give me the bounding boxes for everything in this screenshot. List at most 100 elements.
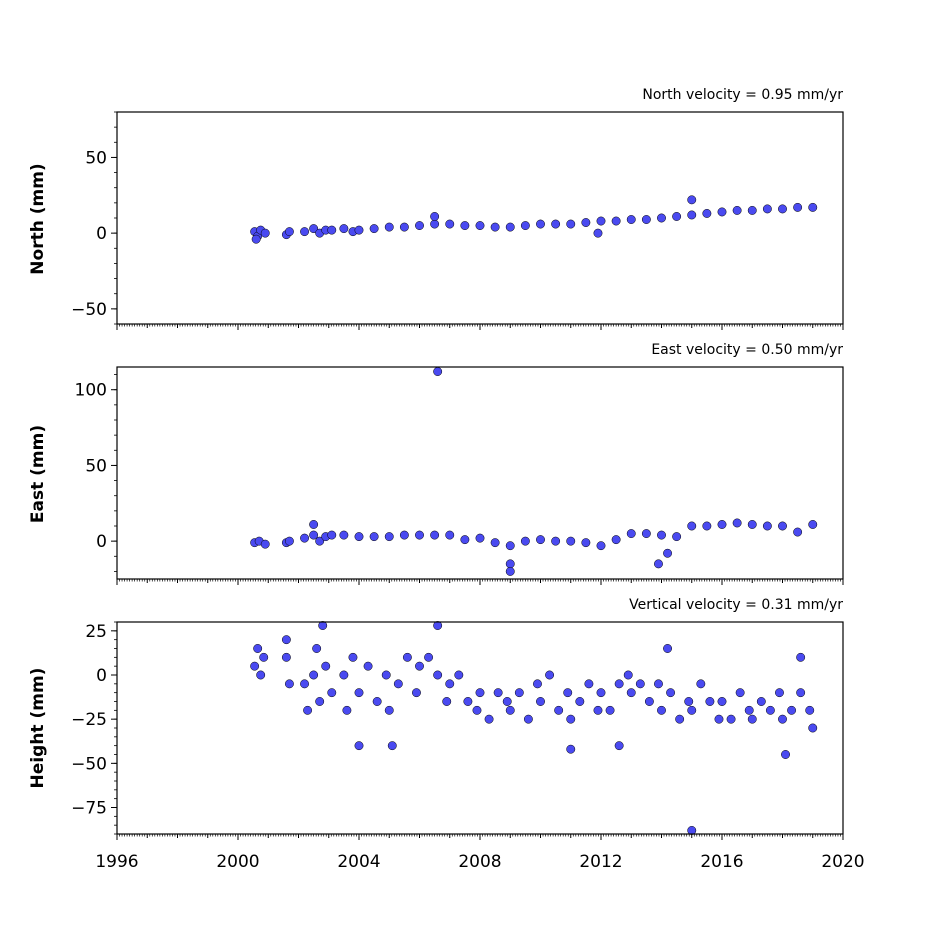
height-panel-title: Vertical velocity = 0.31 mm/yr	[629, 597, 843, 613]
north-data-point	[475, 221, 485, 231]
north-data-point	[611, 216, 621, 226]
height-data-point	[354, 741, 364, 751]
height-data-point	[778, 714, 787, 724]
height-data-points	[250, 621, 818, 835]
height-data-point	[454, 670, 464, 680]
north-data-point	[505, 222, 515, 232]
north-data-point	[284, 227, 294, 237]
height-data-point	[536, 697, 545, 706]
north-data-point	[566, 219, 576, 229]
east-data-point	[445, 530, 455, 540]
height-data-point	[445, 679, 455, 689]
height-data-point	[412, 688, 421, 698]
height-data-point	[533, 679, 542, 689]
east-data-point	[505, 559, 515, 569]
height-data-point	[626, 688, 636, 698]
east-data-point	[732, 518, 742, 528]
height-y-tick-label: 25	[85, 622, 107, 642]
north-y-tick-label: 0	[96, 224, 107, 244]
height-data-point	[687, 705, 697, 715]
height-data-point	[808, 723, 818, 733]
height-data-point	[315, 697, 325, 706]
height-data-point	[514, 688, 524, 698]
east-data-point	[315, 536, 325, 546]
east-panel: East velocity = 0.50 mm/yr East (mm) 0 50…	[28, 342, 844, 585]
east-plot-frame	[116, 366, 844, 580]
east-data-point	[663, 548, 672, 558]
east-data-point	[430, 530, 440, 540]
north-plot-frame	[116, 111, 844, 325]
height-data-point	[805, 705, 815, 715]
height-data-point	[300, 679, 309, 689]
north-data-point	[793, 202, 803, 212]
east-data-point	[654, 559, 663, 569]
x-tick-label: 2008	[458, 852, 501, 872]
height-data-point	[502, 697, 512, 706]
east-data-point	[433, 367, 443, 376]
height-data-point	[309, 670, 319, 680]
north-data-point	[251, 234, 261, 244]
east-data-point	[475, 533, 485, 543]
x-tick-label: 2020	[821, 852, 864, 872]
height-data-point	[781, 750, 790, 759]
north-panel: North velocity = 0.95 mm/yr North (mm) −…	[28, 87, 844, 330]
north-data-point	[520, 221, 530, 231]
height-y-axis-label: Height (mm)	[28, 668, 48, 789]
height-data-point	[433, 621, 443, 630]
height-data-point	[348, 652, 358, 662]
east-data-point	[626, 529, 636, 539]
north-data-point	[596, 216, 606, 226]
height-data-point	[381, 670, 391, 680]
x-tick-label: 1996	[95, 852, 138, 872]
height-data-point	[593, 705, 603, 715]
north-data-point	[687, 210, 697, 220]
east-data-point	[687, 521, 697, 531]
height-data-point	[303, 705, 313, 715]
north-y-tick-label: −50	[71, 300, 107, 320]
north-data-point	[430, 212, 440, 221]
height-data-point	[605, 705, 615, 715]
height-data-point	[433, 670, 443, 680]
north-y-ticks: −50 0 50	[71, 148, 117, 320]
north-data-point	[384, 222, 394, 232]
height-data-point	[726, 714, 736, 724]
east-data-point	[284, 536, 294, 546]
x-tick-label: 2012	[579, 852, 622, 872]
north-data-point	[260, 228, 270, 238]
height-data-point	[318, 621, 328, 630]
height-data-point	[566, 714, 576, 724]
x-axis-tick-labels: 1996 2000 2004 2008 2012 2016 2020	[95, 852, 864, 872]
height-data-point	[687, 826, 697, 835]
north-y-axis-label: North (mm)	[28, 163, 48, 274]
height-data-point	[415, 661, 424, 671]
height-data-point	[463, 697, 473, 706]
height-data-point	[635, 679, 645, 689]
height-y-tick-label: −25	[71, 710, 107, 730]
east-data-point	[641, 529, 651, 539]
north-data-point	[309, 224, 319, 234]
east-data-point	[505, 541, 515, 551]
east-y-tick-label: 100	[75, 381, 107, 401]
height-data-point	[475, 688, 485, 698]
east-data-point	[762, 521, 772, 531]
north-data-point	[687, 195, 697, 205]
east-data-point	[596, 541, 606, 551]
east-data-point	[415, 530, 424, 540]
height-data-point	[775, 688, 784, 698]
east-data-point	[747, 520, 757, 529]
east-data-point	[702, 521, 712, 531]
height-data-point	[796, 688, 806, 698]
height-data-point	[281, 635, 291, 645]
height-data-point	[787, 705, 797, 715]
east-data-point	[300, 533, 309, 543]
north-data-point	[657, 213, 666, 223]
east-y-tick-label: 50	[85, 456, 107, 476]
height-data-point	[327, 688, 337, 698]
height-data-point	[796, 652, 806, 662]
east-data-point	[536, 535, 545, 545]
height-data-point	[363, 661, 373, 671]
height-data-point	[663, 644, 672, 653]
north-y-tick-label: 50	[85, 148, 107, 168]
height-y-tick-label: −50	[71, 754, 107, 774]
